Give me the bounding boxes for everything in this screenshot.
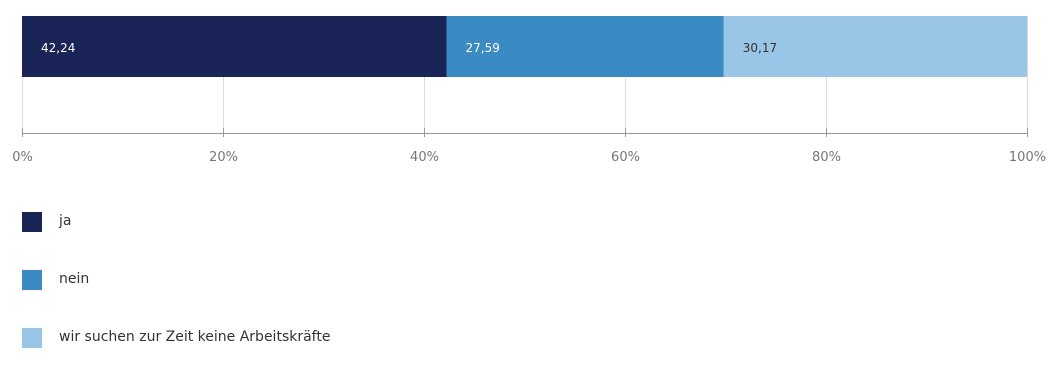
bar-segment — [723, 16, 1027, 77]
bar-segment — [22, 16, 447, 77]
data-label: 27,59 — [466, 41, 500, 55]
legend-swatch — [22, 270, 42, 290]
legend-swatch — [22, 328, 42, 348]
data-label: 42,24 — [41, 41, 75, 55]
tick-label: 0% — [12, 150, 33, 165]
tick-label: 80% — [812, 150, 841, 165]
bar-segment — [446, 16, 724, 77]
tick-label: 20% — [209, 150, 238, 165]
legend-label: wir suchen zur Zeit keine Arbeitskräfte — [59, 329, 331, 345]
data-label: 30,17 — [743, 41, 777, 55]
stacked-bar-chart: 42,24 27,59 30,17 0% 20% 40% 60% 80% 100% — [12, 16, 1046, 165]
x-axis: 0% 20% 40% 60% 80% 100% — [12, 128, 1046, 165]
legend-label: nein — [59, 271, 90, 287]
legend-label: ja — [59, 213, 72, 229]
tick-label: 60% — [611, 150, 640, 165]
bar-segments: 42,24 27,59 30,17 — [22, 16, 1027, 77]
tick-label: 40% — [410, 150, 439, 165]
tick-label: 100% — [1009, 150, 1046, 165]
legend-swatch — [22, 212, 42, 232]
